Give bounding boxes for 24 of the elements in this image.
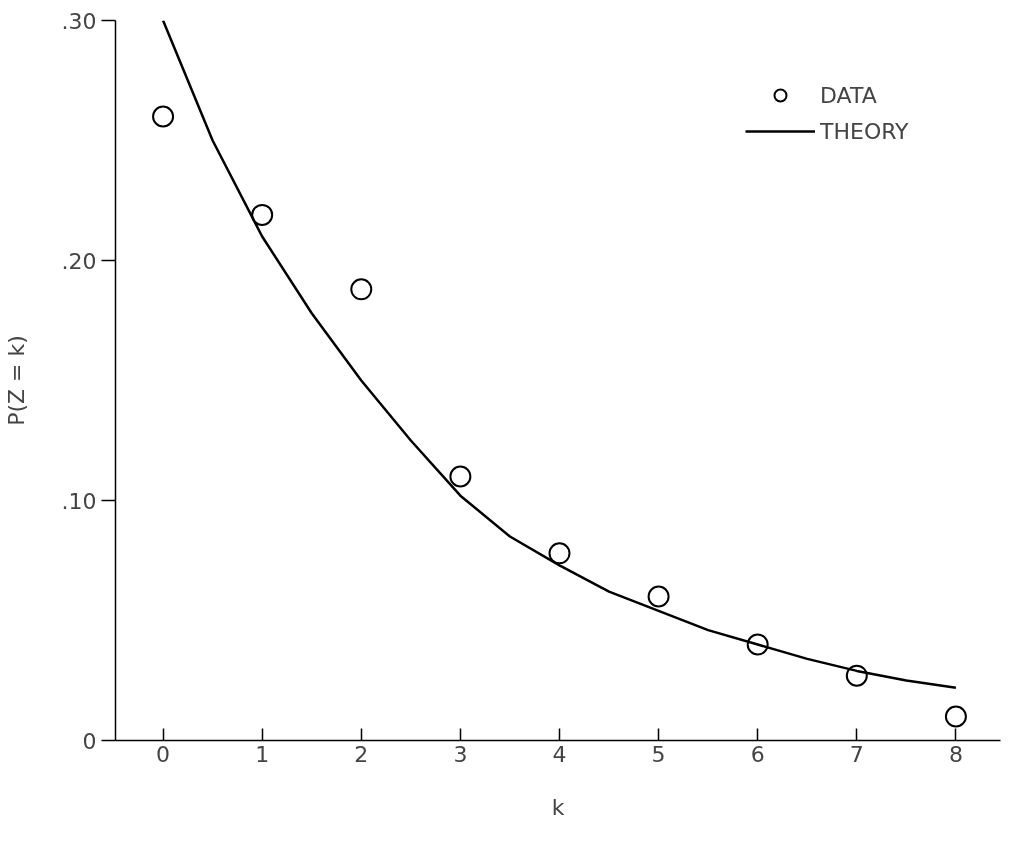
x-tick-label: 3 xyxy=(453,741,468,767)
legend-label: DATA xyxy=(820,82,878,108)
x-tick-label: 0 xyxy=(156,741,171,767)
x-tick-label: 8 xyxy=(948,741,963,767)
y-tick-label: .30 xyxy=(61,8,97,34)
point xyxy=(647,585,670,608)
x-tick-label: 4 xyxy=(552,741,567,767)
point xyxy=(944,705,967,728)
x-tick-label: 1 xyxy=(255,741,270,767)
x-tick-label: 7 xyxy=(849,741,864,767)
x-tick-label: 6 xyxy=(750,741,765,767)
point xyxy=(548,542,571,565)
x-axis-title: k xyxy=(551,794,565,820)
point xyxy=(251,203,274,226)
y-tick-label: .10 xyxy=(61,488,97,514)
legend-label: THEORY xyxy=(820,118,910,144)
line-series xyxy=(161,20,958,689)
y-tick-label: .20 xyxy=(61,248,97,274)
point xyxy=(449,465,472,488)
y-axis-title: P(Z = k) xyxy=(3,335,29,426)
x-tick-label: 5 xyxy=(651,741,666,767)
point xyxy=(350,278,373,301)
point xyxy=(152,105,175,128)
x-tick-label: 2 xyxy=(354,741,369,767)
